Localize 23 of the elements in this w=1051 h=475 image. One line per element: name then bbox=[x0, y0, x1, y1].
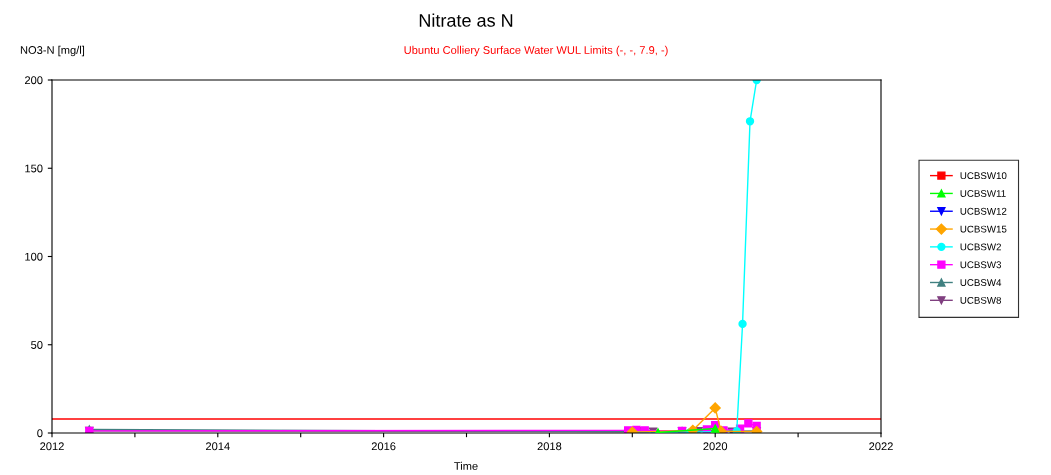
x-axis-title: Time bbox=[454, 461, 478, 470]
y-axis-title: NO3-N [mg/l] bbox=[20, 45, 85, 57]
x-tick-label: 2022 bbox=[869, 442, 893, 451]
x-tick-label: 2018 bbox=[537, 442, 562, 451]
legend-label: UCBSW8 bbox=[960, 296, 1002, 304]
y-tick-label: 100 bbox=[25, 252, 43, 261]
legend-label: UCBSW3 bbox=[960, 261, 1002, 269]
chart-subtitle: Ubuntu Colliery Surface Water WUL Limits (-, -, 7.9, -) bbox=[404, 45, 668, 57]
legend-label: UCBSW2 bbox=[960, 243, 1001, 251]
x-tick-label: 2020 bbox=[703, 442, 728, 451]
y-tick-label: 200 bbox=[24, 76, 43, 85]
legend-label: UCBSW12 bbox=[960, 207, 1007, 215]
legend-label: UCBSW4 bbox=[960, 279, 1002, 286]
x-tick-label: 2014 bbox=[206, 442, 230, 451]
y-tick-label: 50 bbox=[31, 341, 43, 349]
legend-label: UCBSW11 bbox=[960, 190, 1006, 197]
chart-title: Nitrate as N bbox=[419, 13, 513, 27]
y-tick-label: 0 bbox=[37, 429, 43, 438]
legend-label: UCBSW15 bbox=[960, 225, 1007, 233]
x-tick-label: 2012 bbox=[40, 442, 64, 451]
legend-label: UCBSW10 bbox=[960, 172, 1007, 180]
y-tick-label: 150 bbox=[25, 164, 43, 173]
x-tick-label: 2016 bbox=[371, 442, 396, 451]
